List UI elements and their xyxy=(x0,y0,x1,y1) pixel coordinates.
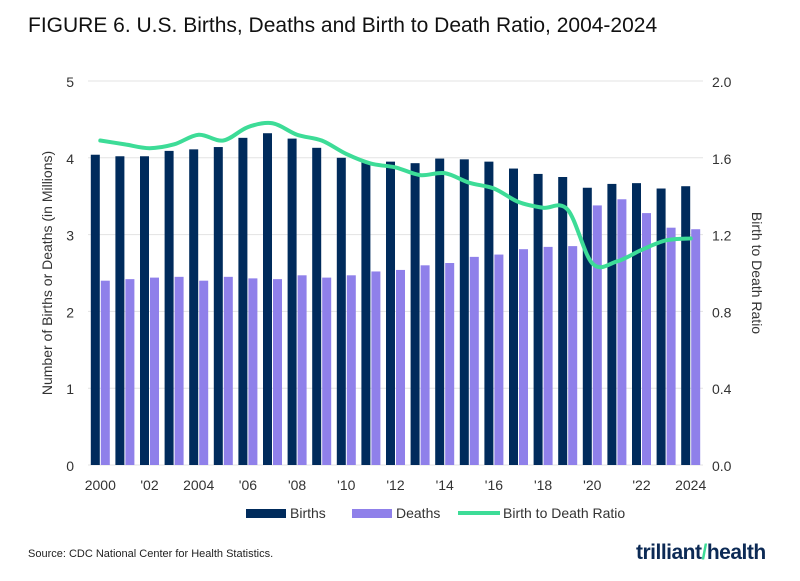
y-tick-label: 1 xyxy=(66,381,74,397)
births-bar xyxy=(632,183,641,466)
x-tick-label: 2004 xyxy=(183,477,214,493)
births-bar xyxy=(410,163,420,465)
x-tick-label: '02 xyxy=(140,477,158,493)
deaths-bar xyxy=(125,279,135,465)
x-tick-label: 2000 xyxy=(85,477,116,493)
births-bar xyxy=(189,149,199,466)
x-tick-label: '16 xyxy=(485,477,503,493)
births-bar xyxy=(140,156,149,465)
births-bar xyxy=(533,173,543,466)
births-bar xyxy=(459,159,469,465)
births-bar xyxy=(681,186,691,465)
deaths-bar xyxy=(396,269,405,465)
deaths-bar xyxy=(150,277,159,465)
births-bar xyxy=(164,150,174,465)
deaths-bar xyxy=(223,276,233,465)
births-bar xyxy=(238,137,248,465)
source-note: Source: CDC National Center for Health S… xyxy=(28,548,274,560)
y-axis-label: Number of Births or Deaths (in Millions) xyxy=(39,151,55,395)
deaths-bar xyxy=(666,227,676,465)
births-bar xyxy=(336,157,346,466)
trilliant-health-logo: trilliant/health xyxy=(636,541,766,564)
x-tick-label: '10 xyxy=(337,477,355,493)
deaths-bar xyxy=(691,229,701,465)
births-bar xyxy=(582,187,592,465)
deaths-bar xyxy=(494,254,504,465)
x-tick-label: '12 xyxy=(386,477,404,493)
births-bar xyxy=(90,154,100,465)
deaths-bar xyxy=(371,271,381,465)
births-bar xyxy=(558,177,568,465)
y2-tick-label: 0.0 xyxy=(712,458,732,474)
deaths-bar xyxy=(174,276,184,465)
deaths-bar xyxy=(642,213,651,465)
y2-tick-label: 1.6 xyxy=(712,151,732,167)
births-bar xyxy=(435,158,445,465)
ratio-line xyxy=(98,120,693,270)
deaths-bar xyxy=(297,275,307,465)
deaths-bar xyxy=(445,263,455,465)
deaths-bar xyxy=(420,265,430,465)
deaths-bar xyxy=(322,277,332,465)
deaths-bar xyxy=(568,246,578,465)
chart-title: FIGURE 6. U.S. Births, Deaths and Birth … xyxy=(28,14,658,37)
legend-births-swatch xyxy=(246,509,286,518)
births-bar xyxy=(361,161,371,465)
deaths-bar xyxy=(199,280,209,465)
y2-tick-label: 2.0 xyxy=(712,74,732,90)
deaths-bar xyxy=(346,275,356,465)
x-tick-label: '08 xyxy=(288,477,306,493)
y-tick-label: 5 xyxy=(66,74,74,90)
y-tick-label: 4 xyxy=(66,151,74,167)
y-tick-label: 2 xyxy=(66,304,74,320)
deaths-bar xyxy=(248,278,258,465)
deaths-bar xyxy=(592,205,602,465)
births-bar xyxy=(386,161,395,465)
legend-deaths-swatch xyxy=(352,509,392,518)
births-bar xyxy=(509,168,518,465)
legend-deaths-label: Deaths xyxy=(396,505,440,521)
y2-tick-label: 0.8 xyxy=(712,304,732,320)
x-tick-label: 2024 xyxy=(675,477,706,493)
births-bar xyxy=(213,147,223,465)
x-tick-label: '20 xyxy=(583,477,601,493)
births-bar xyxy=(287,138,297,465)
legend-ratio-label: Birth to Death Ratio xyxy=(503,505,625,521)
deaths-bar xyxy=(617,199,627,465)
legend-births-label: Births xyxy=(290,505,326,521)
x-tick-label: '22 xyxy=(632,477,650,493)
births-bar xyxy=(312,147,322,466)
y2-tick-label: 0.4 xyxy=(712,381,732,397)
births-bar xyxy=(484,161,494,465)
y-tick-label: 3 xyxy=(66,228,74,244)
deaths-bar xyxy=(519,249,528,465)
deaths-bar xyxy=(273,279,282,465)
deaths-bar xyxy=(469,256,479,465)
births-bar xyxy=(115,156,125,465)
y2-tick-label: 1.2 xyxy=(712,228,732,244)
deaths-bar xyxy=(543,246,553,465)
x-tick-label: '06 xyxy=(239,477,257,493)
births-bar xyxy=(263,133,272,465)
births-bar xyxy=(656,188,666,465)
births-bar xyxy=(607,183,617,466)
x-tick-label: '14 xyxy=(436,477,454,493)
chart: 0 1 2 3 4 5 0.0 0.4 0.8 1.2 1.6 2.0 Number of Births… xyxy=(39,74,765,521)
deaths-bar xyxy=(100,280,110,465)
x-tick-label: '18 xyxy=(534,477,552,493)
y-tick-label: 0 xyxy=(66,458,74,474)
y2-axis-label: Birth to Death Ratio xyxy=(749,212,765,334)
